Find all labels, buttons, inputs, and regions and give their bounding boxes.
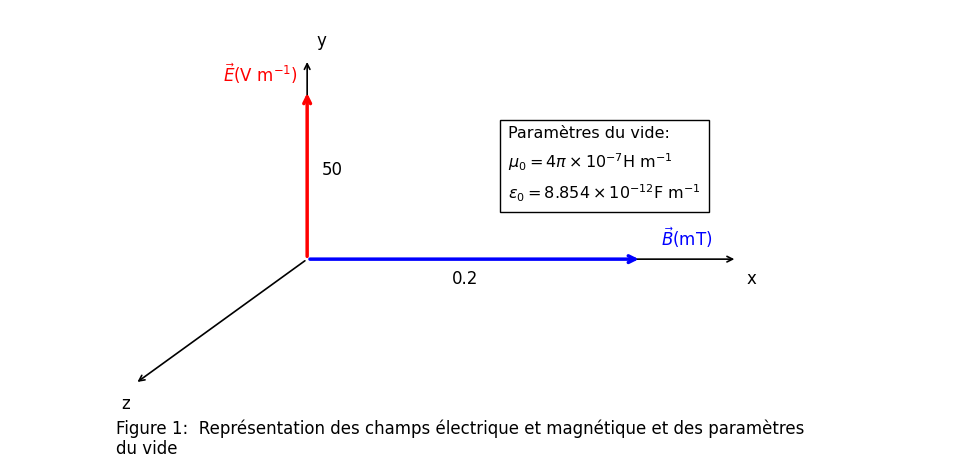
- Text: y: y: [317, 32, 327, 50]
- Text: Figure 1:  Représentation des champs électrique et magnétique et des paramètres
: Figure 1: Représentation des champs élec…: [116, 419, 804, 458]
- Text: $\vec{E}$(V m$^{-1}$): $\vec{E}$(V m$^{-1}$): [223, 61, 297, 86]
- Text: z: z: [121, 395, 130, 413]
- Text: 0.2: 0.2: [451, 270, 477, 288]
- Text: Paramètres du vide:
$\mu_0 = 4\pi \times 10^{-7}$H m$^{-1}$
$\epsilon_0 = 8.854 : Paramètres du vide: $\mu_0 = 4\pi \times…: [508, 126, 700, 204]
- Text: 50: 50: [321, 161, 342, 179]
- Text: $\vec{B}$(mT): $\vec{B}$(mT): [660, 226, 711, 250]
- Text: x: x: [746, 270, 756, 288]
